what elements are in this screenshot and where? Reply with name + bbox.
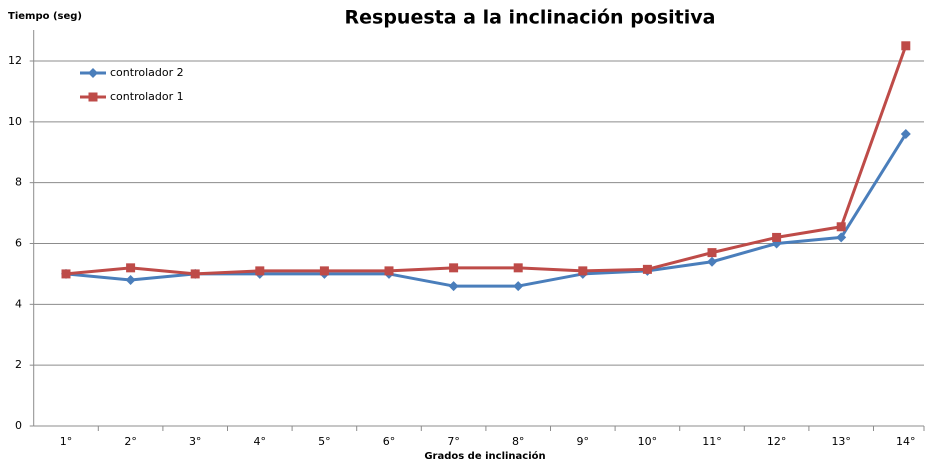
y-tick-label: 8 xyxy=(15,176,22,189)
x-tick-label: 8° xyxy=(512,435,525,448)
marker xyxy=(513,263,523,273)
x-tick-label: 9° xyxy=(577,435,590,448)
marker xyxy=(384,266,394,276)
x-tick-label: 1° xyxy=(60,435,73,448)
marker xyxy=(707,248,717,258)
series-line xyxy=(65,133,908,288)
x-tick-label: 5° xyxy=(318,435,331,448)
x-tick-label: 10° xyxy=(638,435,658,448)
marker xyxy=(836,232,847,243)
marker xyxy=(449,263,459,273)
marker xyxy=(255,266,265,276)
marker xyxy=(707,256,717,267)
y-tick-label: 10 xyxy=(8,115,22,128)
marker xyxy=(61,269,71,279)
x-tick-label: 3° xyxy=(189,435,202,448)
marker xyxy=(88,68,98,78)
x-axis-title: Grados de inclinación xyxy=(424,450,545,462)
marker xyxy=(513,281,524,292)
marker xyxy=(125,275,136,285)
marker xyxy=(88,92,98,102)
y-tick-label: 4 xyxy=(15,297,22,310)
x-tick-label: 6° xyxy=(383,435,396,448)
x-tick-label: 11° xyxy=(702,435,722,448)
marker xyxy=(319,266,329,276)
legend-label: controlador 2 xyxy=(110,66,184,79)
marker xyxy=(578,266,588,276)
legend-label: controlador 1 xyxy=(110,90,184,103)
x-tick-label: 14° xyxy=(896,435,916,448)
y-tick-label: 12 xyxy=(8,54,22,67)
x-tick-label: 13° xyxy=(831,435,851,448)
chart-title: Respuesta a la inclinación positiva xyxy=(345,7,716,29)
marker xyxy=(642,264,652,274)
marker xyxy=(901,41,911,51)
x-tick-label: 2° xyxy=(124,435,137,448)
x-tick-label: 7° xyxy=(447,435,460,448)
marker xyxy=(448,281,459,292)
marker xyxy=(772,232,782,242)
marker xyxy=(900,129,911,139)
series-line xyxy=(65,45,908,276)
y-axis-title: Tiempo (seg) xyxy=(8,11,82,22)
marker xyxy=(126,263,136,273)
marker xyxy=(190,269,200,279)
y-tick-label: 6 xyxy=(15,237,22,250)
x-tick-label: 4° xyxy=(254,435,267,448)
marker xyxy=(836,222,846,232)
x-tick-label: 12° xyxy=(767,435,787,448)
y-tick-label: 0 xyxy=(15,419,22,432)
y-tick-label: 2 xyxy=(15,358,22,371)
